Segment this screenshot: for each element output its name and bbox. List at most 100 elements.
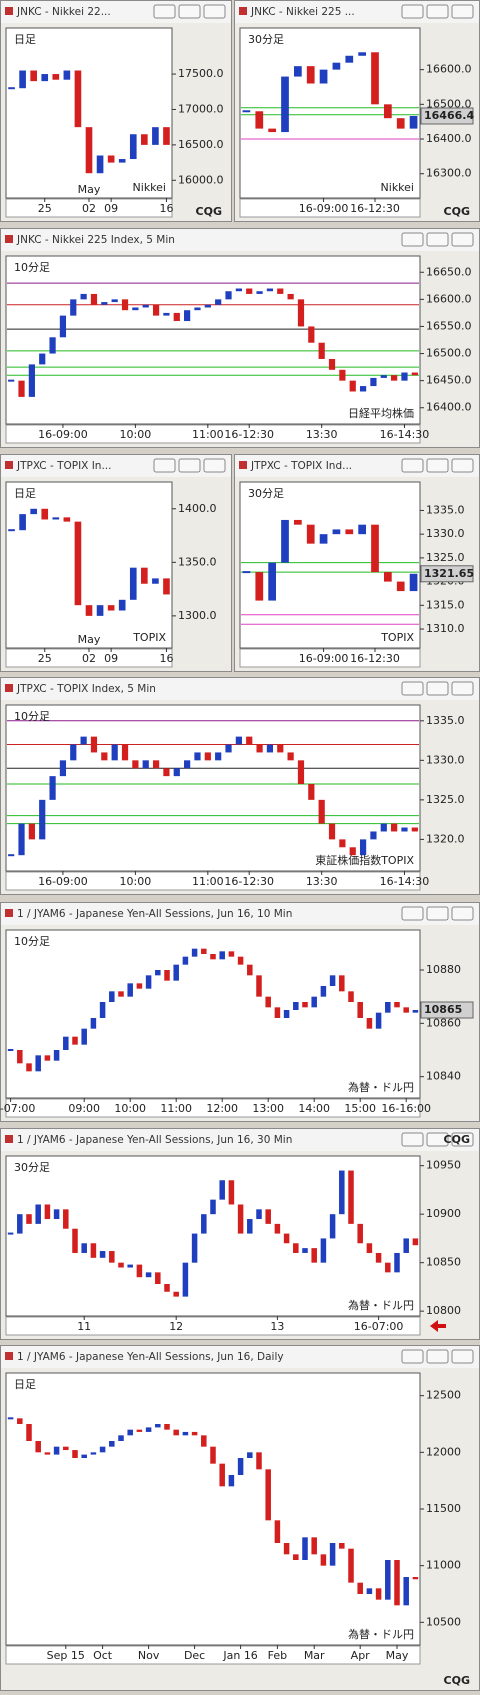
- source-label: 東証株価指数TOPIX: [315, 853, 414, 867]
- title-bar: [1, 678, 479, 700]
- candle: [141, 567, 148, 584]
- candle: [319, 534, 328, 544]
- window-button[interactable]: [426, 1349, 449, 1364]
- x-tick-label: 10:00: [120, 875, 152, 888]
- scroll-arrow[interactable]: [430, 1320, 446, 1332]
- window-button[interactable]: [401, 906, 424, 921]
- candle: [191, 948, 198, 957]
- candle: [219, 951, 225, 960]
- window-button[interactable]: [203, 4, 226, 19]
- candle: [306, 524, 315, 544]
- candle: [370, 377, 377, 387]
- candle: [201, 1214, 207, 1234]
- candle: [370, 831, 377, 840]
- candle: [191, 1431, 198, 1436]
- window-button[interactable]: [451, 232, 474, 247]
- x-tick-label: 14:00: [298, 1102, 330, 1115]
- y-tick-label: 1335.0: [426, 503, 465, 516]
- candle: [219, 1463, 225, 1487]
- candle: [394, 1252, 400, 1273]
- last-price-box: [420, 107, 474, 125]
- window-button[interactable]: [451, 681, 474, 696]
- candle: [225, 744, 232, 753]
- window-button[interactable]: [426, 681, 449, 696]
- candle: [283, 1010, 290, 1018]
- candle: [371, 524, 379, 573]
- candle: [191, 1233, 198, 1263]
- candle: [35, 1441, 41, 1453]
- window-button[interactable]: [451, 1132, 474, 1147]
- y-tick-label: 10840: [426, 1070, 461, 1083]
- candle: [204, 304, 211, 308]
- candle: [204, 752, 211, 761]
- window-button[interactable]: [401, 4, 424, 19]
- period-label: 30分足: [14, 1161, 50, 1174]
- x-axis-strip: [5, 1645, 421, 1665]
- window-button[interactable]: [178, 458, 201, 473]
- candle: [228, 1475, 235, 1487]
- x-tick-label: 16-12:30: [224, 875, 274, 888]
- title-bar: [1, 229, 479, 251]
- candle: [256, 291, 263, 294]
- candle: [359, 839, 367, 856]
- window-button[interactable]: [153, 4, 176, 19]
- candle: [339, 975, 345, 992]
- y-tick-label: 10860: [426, 1016, 461, 1029]
- window-button[interactable]: [426, 4, 449, 19]
- window-button[interactable]: [426, 232, 449, 247]
- candle: [293, 1002, 299, 1010]
- window-button[interactable]: [451, 4, 474, 19]
- candle: [145, 1272, 152, 1278]
- candle: [228, 1180, 235, 1205]
- y-tick-label: 12500: [426, 1389, 461, 1402]
- window-button[interactable]: [426, 906, 449, 921]
- plot-area: [5, 481, 173, 649]
- candle: [210, 1199, 216, 1215]
- candle: [136, 1264, 143, 1278]
- period-label: 日足: [14, 487, 36, 500]
- window-button[interactable]: [401, 681, 424, 696]
- candle: [265, 1209, 271, 1224]
- y-tick-label: 10800: [426, 1304, 461, 1317]
- y-tick-label: 16650.0: [426, 265, 472, 278]
- title-bar: [1, 903, 479, 925]
- candle: [228, 951, 235, 957]
- y-tick-label: 1335.0: [426, 714, 465, 727]
- x-tick-label: 02: [82, 652, 96, 665]
- y-tick-label: 16600.0: [426, 292, 472, 305]
- window-button[interactable]: [451, 906, 474, 921]
- period-label: 10分足: [14, 710, 50, 723]
- y-tick-label: 1320.0: [426, 832, 465, 845]
- logo: CQG: [444, 1133, 470, 1146]
- candle: [35, 1055, 41, 1072]
- candle: [17, 1418, 23, 1424]
- candle: [53, 1050, 60, 1061]
- candle: [302, 1248, 308, 1253]
- window-button[interactable]: [451, 1349, 474, 1364]
- plot-area: [239, 481, 421, 649]
- window-button[interactable]: [426, 1132, 449, 1147]
- y-tick-label: 16550.0: [426, 319, 472, 332]
- candle: [121, 744, 129, 761]
- candle: [163, 312, 170, 316]
- candle: [348, 1170, 354, 1224]
- candle: [256, 1452, 262, 1470]
- y-tick-label: 1330.0: [426, 527, 465, 540]
- window-button[interactable]: [451, 458, 474, 473]
- window-button[interactable]: [401, 1349, 424, 1364]
- window-button[interactable]: [426, 458, 449, 473]
- window-title: JNKC - Nikkei 225 Index, 5 Min: [16, 234, 175, 246]
- x-tick-label: Mar: [304, 1649, 325, 1662]
- last-price: 10865: [424, 1003, 462, 1016]
- y-tick-label: 16400.0: [426, 132, 472, 145]
- y-tick-label: 12000: [426, 1445, 461, 1458]
- candle: [294, 519, 302, 525]
- x-tick-label: 12: [169, 1320, 183, 1333]
- window-button[interactable]: [401, 458, 424, 473]
- window-button[interactable]: [401, 232, 424, 247]
- window-button[interactable]: [178, 4, 201, 19]
- window-button[interactable]: [203, 458, 226, 473]
- window-button[interactable]: [153, 458, 176, 473]
- candle: [17, 1050, 23, 1064]
- window-button[interactable]: [401, 1132, 424, 1147]
